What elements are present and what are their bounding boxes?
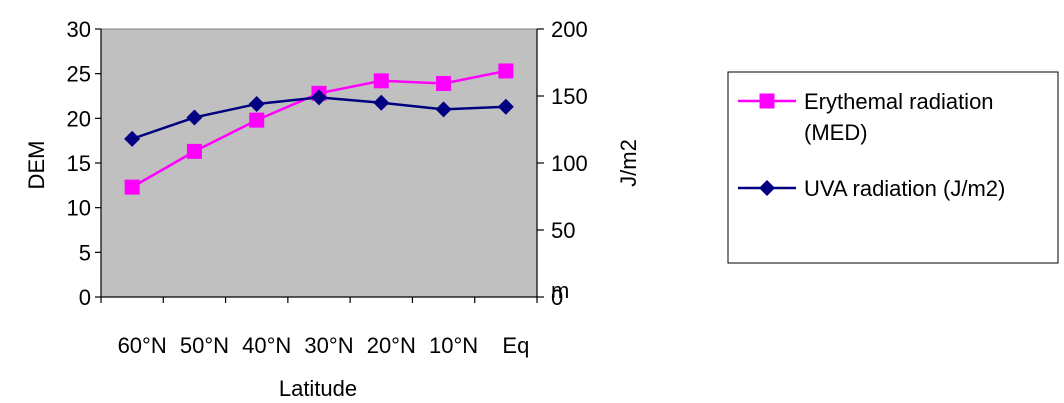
axes-group: 0 5 10 15 20 25 30 0 50 100 150 200 m 60°N 50°N 40°N 30°… (67, 17, 588, 358)
data-point-square (124, 179, 140, 195)
y-tick-label: 30 (67, 17, 91, 42)
x-tick-label: 60°N (118, 333, 167, 358)
data-point-diamond (435, 101, 452, 118)
data-point-square (373, 73, 389, 89)
data-point-diamond (373, 94, 390, 111)
legend-label: (MED) (804, 120, 868, 145)
y-tick-label: 15 (67, 151, 91, 176)
y2-tick-label: 100 (551, 151, 588, 176)
y-tick-label: 25 (67, 62, 91, 87)
data-point-square (186, 143, 202, 159)
x-tick-label: 20°N (367, 333, 416, 358)
data-point-diamond (124, 130, 141, 147)
legend-entry-1: Erythemal radiation (MED) (738, 89, 994, 145)
x-tick-label: 10°N (429, 333, 478, 358)
data-point-diamond (497, 98, 514, 115)
y-axis-title: DEM (24, 141, 49, 190)
data-point-square (759, 93, 775, 109)
data-point-square (498, 63, 514, 79)
y-tick-label: 5 (79, 240, 91, 265)
x-tick-label: 30°N (304, 333, 353, 358)
data-point-diamond (186, 109, 203, 126)
data-point-square (436, 75, 452, 91)
data-point-diamond (248, 96, 265, 113)
x-axis-title: Latitude (279, 376, 357, 401)
y-tick-label: 10 (67, 196, 91, 221)
y2-tick-label: 150 (551, 84, 588, 109)
legend-label: Erythemal radiation (804, 89, 994, 114)
series-2 (124, 89, 514, 147)
y2-axis-title: J/m2 (616, 139, 641, 187)
y2-tick-label: 0 (551, 285, 563, 310)
y-tick-label: 20 (67, 106, 91, 131)
legend: Erythemal radiation (MED) UVA radiation (J… (727, 71, 1059, 264)
y2-tick-label: 200 (551, 17, 588, 42)
x-tick-label: 40°N (242, 333, 291, 358)
plot-background (100, 28, 538, 298)
y2-stray-label: m (551, 278, 569, 303)
y-tick-label: 0 (79, 285, 91, 310)
data-point-diamond (759, 180, 775, 196)
data-point-square (249, 112, 265, 128)
x-tick-label: Eq (502, 333, 529, 358)
legend-entry-2: UVA radiation (J/m2) (738, 176, 1005, 201)
plot-area-group (100, 28, 538, 298)
legend-box (727, 71, 1059, 264)
legend-label: UVA radiation (J/m2) (804, 176, 1005, 201)
x-tick-label: 50°N (180, 333, 229, 358)
data-point-diamond (311, 89, 327, 106)
y2-tick-label: 50 (551, 218, 575, 243)
